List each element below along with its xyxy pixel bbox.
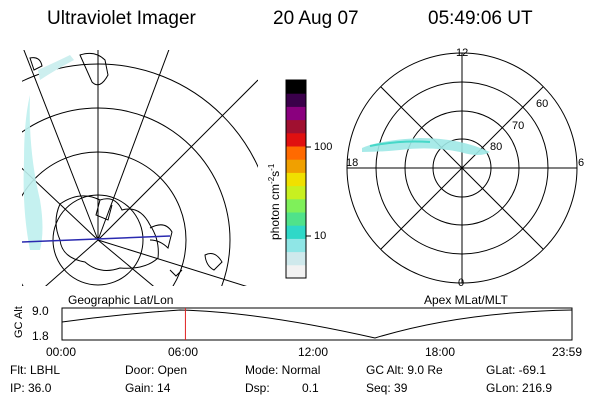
coastline-island [29,57,43,71]
colorbar-segment [286,146,306,160]
colorbar-tick-100: 100 [314,141,333,153]
mlat-label-80: 80 [490,141,503,153]
aurora-region [38,55,74,80]
orbit-plot-frame [61,307,573,341]
meridian-line [97,50,170,241]
meridian-line [45,239,99,286]
colorbar-segment [286,119,306,134]
date-text: 20 Aug 07 [273,8,359,29]
status-seq: Seq: 39 [366,381,408,395]
meridian-line [23,50,99,241]
orbit-track-line [22,235,171,243]
status-gcalt: GC Alt: 9.0 Re [366,363,443,377]
mlat-label-70: 70 [512,120,525,132]
coastline-island [169,269,183,277]
orbit-x-tick: 23:59 [552,345,583,359]
coastline-peninsula [95,199,113,221]
colorbar-segment [286,225,306,239]
coastline-newzealand [79,52,109,86]
apex-caption: Apex MLat/MLT [424,293,508,307]
aurora-oval-core [369,140,431,147]
meridian-line [97,239,247,286]
time-text: 05:49:06 UT [428,8,533,29]
coastline-antarctica [55,195,159,271]
colorbar-segment [286,80,306,94]
colorbar-tick-10: 10 [314,230,327,242]
status-mode: Mode: Normal [245,363,321,377]
status-flt: Flt: LBHL [10,363,61,377]
orbit-x-tick: 18:00 [425,345,456,359]
meridian-line [97,79,258,241]
colorbar-segment [286,159,306,173]
orbit-y-top: 9.0 [32,304,49,318]
colorbar-segment [286,238,306,253]
orbit-x-tick: 12:00 [298,345,329,359]
aurora-region [23,95,43,250]
mlt-line-diag [379,85,545,251]
colorbar-segment [286,93,306,107]
status-glon: GLon: 216.9 [486,381,553,395]
status-dsp-label: Dsp: [245,381,270,395]
orbit-altitude-curve [61,309,573,339]
instrument-title: Ultraviolet Imager [47,8,196,29]
colorbar-segment [286,264,306,279]
colorbar-frame [285,79,307,279]
geographic-caption: Geographic Lat/Lon [68,293,174,307]
colorbar-segment [286,106,306,121]
mlat-label-60: 60 [536,98,549,110]
mlt-label-18: 18 [346,157,359,169]
coastline-island [204,253,223,271]
status-glat: GLat: -69.1 [486,363,547,377]
status-dsp-value: 0.1 [302,381,319,395]
mlt-label-0: 0 [458,277,465,289]
colorbar-segment [286,132,306,147]
status-gain: Gain: 14 [125,381,171,395]
status-door: Door: Open [125,363,188,377]
mlt-label-12: 12 [456,47,469,59]
orbit-y-bottom: 1.8 [32,329,49,343]
colorbar-segment [286,212,306,226]
colorbar-segment [286,185,306,200]
meridian-line [97,239,154,286]
orbit-x-tick: 06:00 [168,345,199,359]
orbit-x-tick: 00:00 [46,345,77,359]
colorbar-segment [286,198,306,213]
mlt-label-6: 6 [578,157,585,169]
status-ip: IP: 36.0 [10,381,52,395]
colorbar-segment [286,251,306,266]
coastline-island [149,224,173,249]
colorbar-segment [286,172,306,187]
orbit-ylabel: GC Alt [13,306,25,338]
